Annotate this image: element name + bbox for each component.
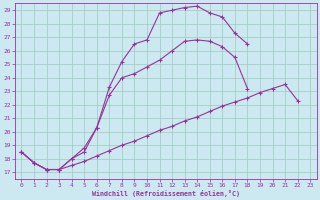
X-axis label: Windchill (Refroidissement éolien,°C): Windchill (Refroidissement éolien,°C) — [92, 190, 240, 197]
